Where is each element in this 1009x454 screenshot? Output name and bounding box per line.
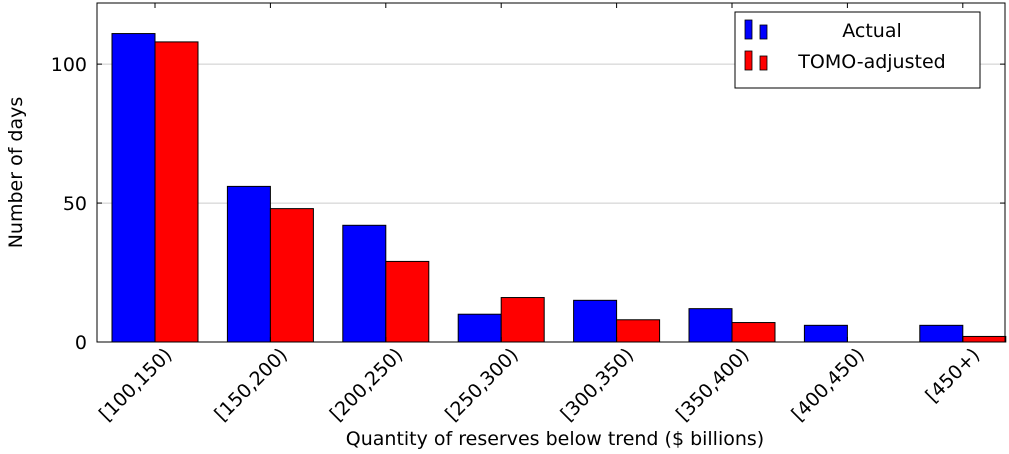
x-tick-label: [100,150) bbox=[95, 344, 177, 426]
legend-swatch bbox=[759, 55, 768, 71]
bar-tomo-adjusted-0 bbox=[154, 41, 199, 343]
y-axis-label: Number of days bbox=[5, 97, 27, 249]
plot-frame bbox=[96, 2, 1006, 343]
x-tick-label: [300,350) bbox=[557, 344, 639, 426]
bar-tomo-adjusted-3 bbox=[500, 297, 545, 343]
legend: Actual TOMO-adjusted bbox=[734, 11, 981, 89]
bar-actual-3 bbox=[457, 313, 502, 343]
y-tick-label: 50 bbox=[63, 193, 87, 215]
bar-actual-2 bbox=[342, 224, 387, 343]
bar-actual-0 bbox=[111, 33, 156, 343]
x-tick-label: [250,300) bbox=[441, 344, 523, 426]
bar-tomo-adjusted-2 bbox=[385, 260, 430, 343]
bar-tomo-adjusted-7 bbox=[962, 335, 1007, 343]
y-tick-label: 0 bbox=[75, 332, 87, 354]
x-tick-label: [450+) bbox=[921, 344, 984, 407]
y-axis-ticks: 0 50 100 bbox=[51, 54, 1005, 354]
bar-actual-7 bbox=[919, 324, 964, 343]
bar-actual-6 bbox=[803, 324, 848, 343]
y-tick-label: 100 bbox=[51, 54, 87, 76]
legend-box bbox=[734, 11, 981, 89]
bar-actual-4 bbox=[573, 299, 618, 343]
legend-label: TOMO-adjusted bbox=[797, 51, 945, 73]
x-tick-label: [400,450) bbox=[787, 344, 869, 426]
bar-tomo-adjusted-5 bbox=[731, 322, 776, 343]
x-axis-label: Quantity of reserves below trend ($ bill… bbox=[346, 428, 764, 450]
legend-entry-tomo-adjusted: TOMO-adjusted bbox=[744, 50, 946, 73]
legend-swatch bbox=[744, 19, 753, 40]
bars bbox=[111, 33, 1007, 343]
x-tick-label: [150,200) bbox=[210, 344, 292, 426]
x-tick-label: [350,400) bbox=[672, 344, 754, 426]
bar-actual-5 bbox=[688, 308, 733, 343]
legend-entry-actual: Actual bbox=[744, 19, 902, 42]
x-tick-label: [200,250) bbox=[326, 344, 408, 426]
bar-tomo-adjusted-1 bbox=[269, 208, 314, 343]
legend-swatch bbox=[744, 50, 753, 71]
legend-swatch bbox=[759, 24, 768, 40]
legend-label: Actual bbox=[842, 20, 902, 42]
bar-actual-1 bbox=[226, 185, 271, 343]
bar-tomo-adjusted-4 bbox=[616, 319, 661, 343]
